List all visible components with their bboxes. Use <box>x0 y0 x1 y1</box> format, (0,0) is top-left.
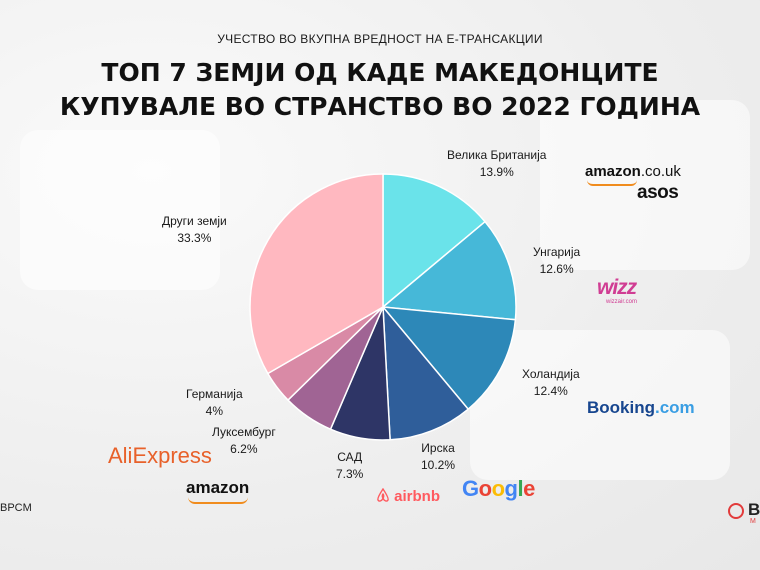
airbnb-logo: airbnb <box>376 487 441 505</box>
google-logo: Google <box>462 476 535 502</box>
google-logo-letter: e <box>523 476 535 501</box>
amazon-couk-logo-domain: .co.uk <box>640 163 681 180</box>
corner-brand-icon <box>728 503 744 519</box>
corner-brand-logo: B <box>748 500 760 519</box>
slice-name-uk: Велика Британија <box>447 148 547 162</box>
slice-value-ireland: 10.2% <box>421 458 456 472</box>
booking-logo: Booking.com <box>587 398 695 418</box>
slice-value-netherlands: 12.4% <box>533 384 568 398</box>
google-logo-letter: g <box>504 476 518 501</box>
pie-slice-uk <box>382 173 487 309</box>
chart-title-line-1: ТОП 7 ЗЕМЈИ ОД КАДЕ МАКЕДОНЦИТЕ <box>101 58 659 87</box>
wizz-air-logo: wizz <box>597 276 637 299</box>
chart-title-line-2: КУПУВАЛЕ ВО СТРАНСТВО ВО 2022 ГОДИНА <box>59 92 701 121</box>
wizz-air-domain: wizzair.com <box>606 299 638 305</box>
pie-slice-other <box>249 173 384 375</box>
slice-value-luxembourg: 6.2% <box>230 442 258 456</box>
slice-name-usa: САД <box>337 450 363 464</box>
slice-label-netherlands: Холандија 12.4% <box>522 366 580 400</box>
asos-logo: asos <box>637 182 679 203</box>
google-logo-letter: o <box>491 476 505 501</box>
amazon-smile-icon <box>587 180 637 186</box>
airbnb-logo-word: airbnb <box>394 488 441 505</box>
slice-value-other: 33.3% <box>177 231 212 245</box>
background-shape <box>20 130 220 290</box>
slice-name-luxembourg: Луксембург <box>212 425 276 439</box>
slice-name-other: Други земји <box>162 214 227 228</box>
amazon-logo-word: amazon <box>186 478 250 497</box>
amazon-logo: amazon <box>186 478 250 504</box>
pie-slice-netherlands <box>381 306 517 411</box>
aliexpress-logo: AliExpress <box>108 443 212 468</box>
slice-value-hungary: 12.6% <box>539 262 574 276</box>
google-logo-letter: l <box>517 476 524 501</box>
airbnb-icon <box>377 487 389 502</box>
slice-value-uk: 13.9% <box>479 165 514 179</box>
slice-label-usa: САД 7.3% <box>336 449 363 483</box>
slice-label-uk: Велика Британија 13.9% <box>447 147 546 181</box>
slice-label-luxembourg: Луксембург 6.2% <box>212 424 276 458</box>
slice-label-other: Други земји 33.3% <box>162 213 227 247</box>
booking-logo-domain: .com <box>655 398 695 417</box>
slice-label-hungary: Унгарија 12.6% <box>533 244 580 278</box>
slice-value-germany: 4% <box>205 404 223 418</box>
bpcm-logo: BPCM <box>0 502 32 514</box>
background-shape <box>540 100 750 270</box>
corner-brand-sub: M <box>750 518 756 525</box>
slice-label-germany: Германија 4% <box>186 386 243 420</box>
background-shape <box>470 330 730 480</box>
amazon-smile-icon <box>188 497 248 504</box>
slice-name-hungary: Унгарија <box>533 245 581 259</box>
booking-logo-word: Booking <box>587 398 655 417</box>
pie-slice-hungary <box>381 220 517 321</box>
chart-title: ТОП 7 ЗЕМЈИ ОД КАДЕ МАКЕДОНЦИТЕ КУПУВАЛЕ… <box>0 56 760 124</box>
google-logo-letter: G <box>462 476 479 501</box>
slice-value-usa: 7.3% <box>336 467 364 481</box>
amazon-couk-logo: amazon.co.uk <box>585 163 681 186</box>
pie-slice-ireland <box>382 304 470 441</box>
google-logo-letter: o <box>478 476 492 501</box>
slice-name-ireland: Ирска <box>421 441 455 455</box>
amazon-couk-logo-word: amazon <box>585 163 641 180</box>
slice-label-ireland: Ирска 10.2% <box>421 440 455 474</box>
chart-subtitle: УЧЕСТВО ВО ВКУПНА ВРЕДНОСТ НА Е-ТРАНСАКЦ… <box>217 32 543 46</box>
slice-name-netherlands: Холандија <box>522 367 580 381</box>
slice-name-germany: Германија <box>186 387 243 401</box>
